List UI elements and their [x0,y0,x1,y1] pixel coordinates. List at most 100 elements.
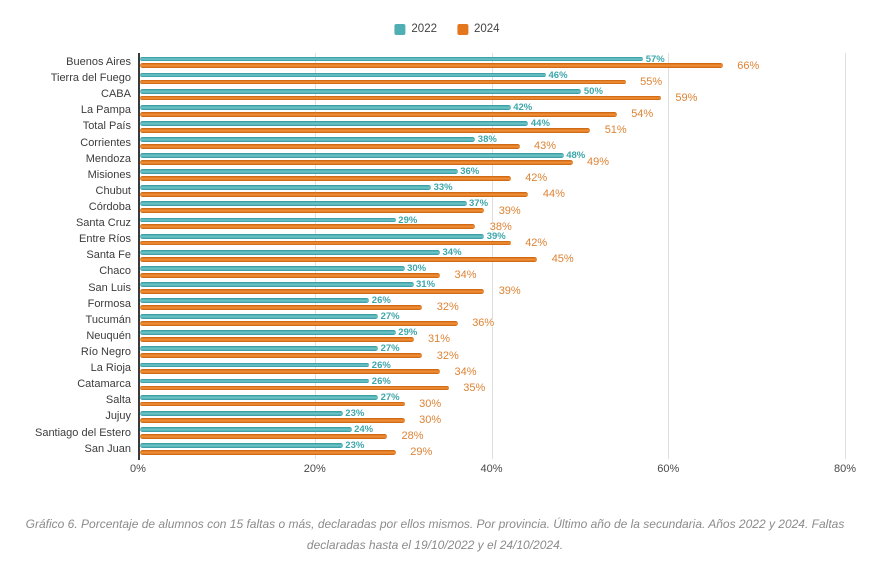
legend-label-2024: 2024 [474,23,500,35]
bar-2024-value: 45% [551,252,574,265]
chart-row: La Rioja 26% 34% [0,360,870,378]
chart-rows: Buenos Aires 57% 66% Tierra del Fuego 46… [0,54,870,459]
bar-2022-value: 24% [354,424,374,436]
bar-2024-value: 59% [675,91,698,104]
legend-swatch-2024-icon [457,23,468,35]
bar-2024 [139,192,529,198]
category-label: San Luis [88,281,131,294]
bar-2022-value: 29% [398,214,418,226]
chart-row: Tierra del Fuego 46% 55% [0,69,870,88]
bar-2022-value: 27% [380,391,400,403]
row-plot: 39% 42% [138,231,870,249]
x-tick-label: 40% [480,463,503,475]
bar-2024-value: 43% [534,140,557,153]
bar-2022-value: 46% [548,69,568,81]
chart-row: Santiago del Estero 24% 28% [0,424,870,442]
category-label: Catamarca [77,378,131,391]
bar-2022 [139,427,352,432]
bar-2024-value: 38% [489,220,512,233]
bar-2024 [139,272,440,278]
gridlines [138,53,850,459]
bar-2022 [139,346,379,352]
bar-2024 [139,127,591,133]
category-label: CABA [101,88,131,101]
bar-2024 [139,288,485,294]
category-label: Chaco [99,265,131,278]
bar-2024 [139,143,520,149]
bar-2022 [139,153,564,158]
bar-2022-value: 38% [477,134,497,146]
y-axis-line [138,53,140,460]
bar-2022 [139,185,432,191]
bar-2024 [139,321,458,326]
bar-2022 [139,233,485,239]
chart-row: CABA 50% 59% [0,86,870,104]
chart-row: Tucumán 27% 36% [0,311,870,330]
bar-2022 [139,137,476,142]
chart-row: Buenos Aires 57% 66% [0,54,870,72]
category-label: Santa Fe [86,249,131,262]
bar-2022-value: 42% [513,101,533,113]
bar-2024 [139,208,485,214]
row-plot: 30% 34% [138,262,870,281]
bar-2024-value: 36% [472,317,495,330]
category-label: Santiago del Estero [34,426,131,439]
chart-row: Chubut 33% 44% [0,182,870,201]
chart-caption: Gráfico 6. Porcentaje de alumnos con 15 … [20,514,850,556]
category-label: Corrientes [80,136,131,149]
bar-2024-value: 30% [419,397,442,410]
row-plot: 27% 36% [138,311,870,330]
bar-2024-value: 30% [419,414,442,426]
bar-2024 [139,450,396,455]
chart-row: Misiones 36% 42% [0,166,870,185]
x-tick-label: 80% [833,463,857,475]
bar-2022 [139,201,467,207]
bar-2022-value: 26% [371,375,391,387]
chart-row: Total País 44% 51% [0,118,870,136]
x-tick-label: 60% [657,463,680,475]
row-plot: 24% 28% [138,424,870,442]
bar-2024-value: 34% [454,365,477,378]
x-axis-ticks: 0% 20% 40% 60% 80% [0,463,870,479]
chart-row: Catamarca 26% 35% [0,375,870,394]
category-label: Total País [82,120,131,133]
row-plot: 37% 39% [138,198,870,217]
category-label: Mendoza [85,152,131,165]
bar-2022-value: 26% [371,295,391,307]
category-label: Córdoba [88,200,131,213]
bar-2022-value: 29% [398,327,418,339]
row-plot: 34% 45% [138,247,870,265]
gridline [668,53,670,459]
bar-2022 [139,378,370,384]
bar-2024-value: 66% [737,59,760,72]
bar-2024-value: 55% [640,75,663,88]
bar-2024 [139,176,511,181]
chart-row: Santa Fe 34% 45% [0,247,870,265]
bar-2022-value: 23% [345,407,365,419]
category-label: Formosa [87,297,131,310]
bar-2024-value: 44% [542,188,565,201]
chart-row: Jujuy 23% 30% [0,407,870,426]
category-label: La Pampa [80,104,131,117]
category-label: Tierra del Fuego [50,72,131,85]
row-plot: 38% 43% [138,134,870,153]
chart-row: Río Negro 27% 32% [0,343,870,361]
chart-row: La Pampa 42% 54% [0,101,870,120]
bar-2022 [139,169,458,175]
category-label: Jujuy [105,410,131,423]
bar-2022 [139,443,343,448]
bar-2024-value: 42% [525,172,548,185]
bar-2024 [139,337,414,343]
bar-2022 [139,120,529,126]
row-plot: 29% 31% [138,327,870,345]
category-label: Buenos Aires [66,56,131,68]
row-plot: 57% 66% [138,54,870,72]
bar-2024-value: 35% [463,381,486,394]
bar-2024 [139,224,476,230]
row-plot: 29% 38% [138,214,870,233]
bar-2022-value: 30% [407,262,427,274]
bar-2022 [139,88,582,94]
category-label: Santa Cruz [75,217,131,230]
bar-2024 [139,111,617,117]
bar-2024 [139,95,661,101]
